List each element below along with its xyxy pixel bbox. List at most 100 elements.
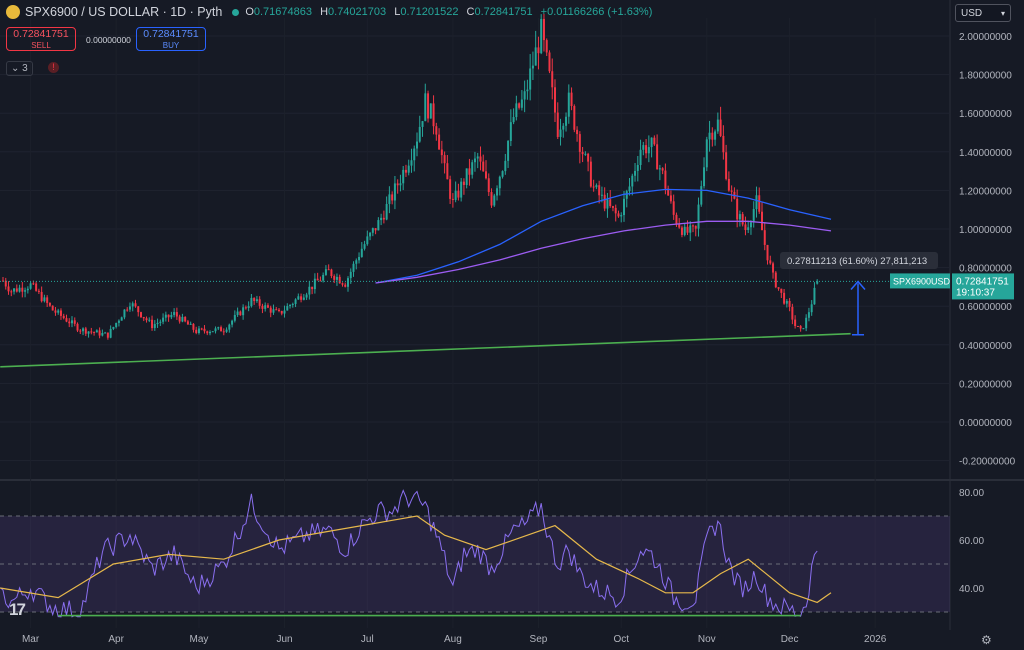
candle-body [388, 194, 391, 204]
candle-body [396, 183, 399, 186]
candle-body [559, 129, 562, 137]
candle-body [584, 153, 587, 155]
candle-body [645, 145, 648, 154]
ma-fast-line [375, 188, 832, 284]
candle-body [402, 169, 405, 184]
rsi-tick-label: 80.00 [959, 488, 984, 499]
alert-icon[interactable]: ! [48, 62, 59, 73]
candle-body [763, 230, 766, 245]
candle-body [611, 206, 614, 208]
candle-body [164, 314, 167, 318]
candle-body [777, 287, 780, 289]
buy-button[interactable]: 0.72841751 BUY [136, 27, 206, 51]
candle-body [84, 328, 87, 334]
candle-body [236, 311, 239, 315]
candle-body [518, 103, 521, 108]
candle-body [526, 89, 529, 92]
candle-body [658, 168, 661, 170]
measure-label-box [780, 252, 938, 269]
candle-body [465, 168, 468, 185]
candle-body [225, 329, 228, 332]
candle-body [231, 320, 234, 325]
candle-body [424, 93, 427, 122]
candle-body [747, 227, 750, 231]
candle-body [567, 92, 570, 117]
candle-body [62, 315, 65, 319]
candle-body [468, 168, 471, 175]
price-tick-label: -0.20000000 [959, 457, 1016, 468]
candle-body [512, 117, 515, 123]
close-label: C [466, 6, 475, 18]
candle-body [335, 276, 338, 280]
candle-body [609, 199, 612, 207]
candle-body [305, 294, 308, 298]
currency-select[interactable]: USD ▾ [955, 4, 1011, 22]
candle-body [280, 310, 283, 314]
sell-button[interactable]: 0.72841751 SELL [6, 27, 76, 51]
candle-body [631, 175, 634, 187]
candle-body [548, 52, 551, 72]
change-value: +0.01166266 (+1.63%) [540, 6, 653, 18]
candle-body [156, 322, 159, 325]
tradingview-logo[interactable]: 17 [9, 600, 26, 619]
candle-body [211, 331, 214, 333]
candle-body [167, 314, 170, 318]
high-label: H [320, 6, 329, 18]
candle-body [26, 288, 29, 291]
candle-body [278, 309, 280, 311]
candle-body [217, 327, 220, 329]
candle-body [333, 276, 336, 280]
candle-body [727, 178, 730, 191]
candle-body [228, 324, 231, 330]
candle-body [106, 332, 109, 338]
candle-body [82, 328, 85, 332]
price-tick-label: 0.80000000 [959, 264, 1012, 275]
open-label: O [245, 6, 254, 18]
candle-body [432, 103, 435, 127]
candle-body [570, 92, 573, 107]
candle-body [289, 304, 292, 307]
candle-body [145, 318, 148, 321]
candle-body [380, 217, 383, 221]
candle-body [369, 232, 372, 237]
indicators-toggle[interactable]: ⌄ 3 [6, 61, 33, 76]
price-tick-label: 2.00000000 [959, 32, 1012, 43]
candle-body [598, 185, 601, 196]
candle-body [358, 256, 361, 261]
candle-body [15, 288, 18, 292]
candle-body [253, 297, 256, 302]
price-tick-label: 0.00000000 [959, 418, 1012, 429]
high-value: 0.74021703 [328, 6, 387, 18]
candle-body [780, 288, 783, 293]
candle-body [509, 122, 512, 141]
gear-icon[interactable]: ⚙ [981, 633, 992, 647]
candle-body [438, 134, 441, 150]
candle-body [151, 319, 154, 329]
candle-body [490, 192, 493, 206]
symbol-header[interactable]: SPX6900 / US DOLLAR · 1D · Pyth O0.71674… [6, 5, 657, 19]
candle-body [647, 147, 650, 154]
price-tick-label: 1.80000000 [959, 71, 1012, 82]
candle-body [694, 225, 697, 229]
candle-body [669, 195, 672, 202]
candle-body [529, 68, 532, 90]
candle-body [744, 224, 747, 231]
sell-price: 0.72841751 [13, 28, 69, 40]
candle-body [565, 116, 568, 126]
candle-body [137, 306, 140, 313]
candle-body [473, 158, 476, 163]
candle-body [291, 303, 294, 305]
candle-body [600, 194, 603, 196]
candle-body [324, 269, 327, 275]
candle-body [678, 223, 681, 228]
price-tick-label: 1.00000000 [959, 225, 1012, 236]
symbol-title[interactable]: SPX6900 / US DOLLAR · 1D · Pyth [25, 5, 223, 19]
last-price-label: 0.72841751 [956, 276, 1009, 287]
time-tick-label: Mar [22, 634, 40, 645]
candle-body [7, 286, 10, 292]
candle-body [435, 126, 438, 135]
candle-body [446, 163, 449, 180]
candle-body [634, 170, 637, 176]
candle-body [531, 65, 534, 69]
